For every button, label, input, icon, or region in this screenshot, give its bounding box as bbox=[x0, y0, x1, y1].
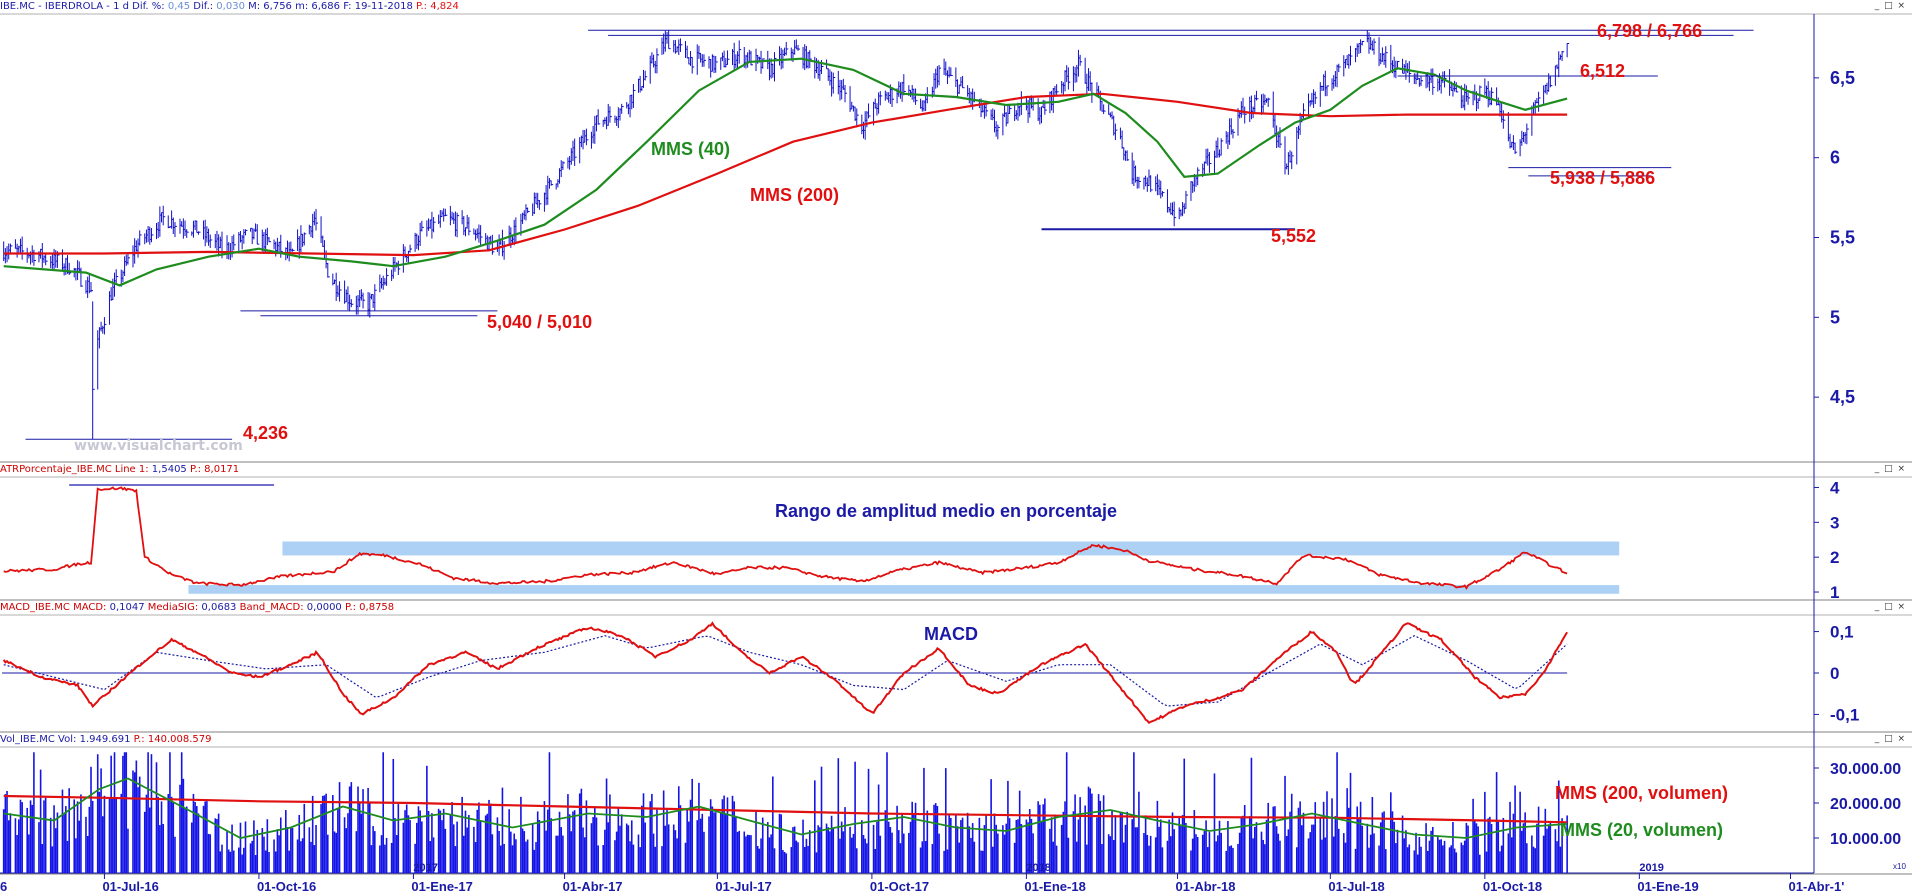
mms-40-line bbox=[3, 57, 1568, 287]
header-segment: 0,0683 bbox=[201, 602, 240, 613]
x-axis-corner-label: x10 bbox=[1893, 862, 1906, 871]
atr-line bbox=[3, 486, 1568, 590]
axes-layer: 4,5 5 5,5 6 6,5 1 2 3 4 0,1 0 -0,1 10.000.00 20.000.0… bbox=[0, 68, 1906, 892]
y-axis-tick-label: 5,5 bbox=[1830, 228, 1855, 248]
watermark: www.visualchart.com bbox=[74, 438, 243, 454]
header-segment: ATRPorcentaje_IBE.MC Line 1: bbox=[0, 464, 152, 475]
y-axis-tick-label: 6,5 bbox=[1830, 68, 1855, 88]
y-axis-tick-label: 2 bbox=[1830, 548, 1839, 567]
x-axis-tick-label: 01-Ene-17 bbox=[411, 879, 472, 892]
y-axis-tick-label: 1 bbox=[1830, 583, 1839, 602]
x-axis-tick-label: 01-Oct-17 bbox=[870, 879, 929, 892]
atr-panel: Rango de amplitud medio en porcentaje bbox=[3, 484, 1620, 594]
volume-mms-200-line bbox=[3, 794, 1568, 824]
atr-band bbox=[188, 585, 1620, 594]
header-segment: P.: 0,8758 bbox=[344, 602, 395, 613]
header-segment: IBE.MC - IBERDROLA - 1 d bbox=[0, 1, 133, 12]
header-segment: MediaSIG: bbox=[147, 602, 202, 613]
header-segment: P.: 4,824 bbox=[416, 1, 459, 12]
level-label: 6,798 / 6,766 bbox=[1597, 21, 1702, 41]
level-label: 5,938 / 5,886 bbox=[1550, 168, 1655, 188]
mms-40-label: MMS (40) bbox=[651, 139, 730, 159]
y-axis-tick-label: 20.000.00 bbox=[1830, 796, 1901, 813]
x-axis-tick-label: 01-Ene-19 bbox=[1637, 879, 1698, 892]
level-label: 6,512 bbox=[1580, 61, 1625, 81]
y-axis-tick-label: 0 bbox=[1830, 664, 1839, 683]
x-axis-tick-label: 01-Ene-18 bbox=[1024, 879, 1085, 892]
macd-panel-header: MACD_IBE.MC MACD: 0,1047 MediaSIG: 0,068… bbox=[0, 601, 394, 615]
level-label: 4,236 bbox=[243, 423, 288, 443]
price-bars bbox=[3, 29, 1570, 440]
y-axis-tick-label: 3 bbox=[1830, 513, 1839, 532]
y-axis-tick-label: 10.000.00 bbox=[1830, 831, 1901, 848]
header-segment: M: 6,756 m: 6,686 F: 19-11-2018 bbox=[248, 1, 417, 12]
x-axis-tick-label: 01-Jul-16 bbox=[102, 879, 158, 892]
x-axis-year-label: 2019 bbox=[1639, 862, 1663, 874]
atr-title: Rango de amplitud medio en porcentaje bbox=[775, 501, 1117, 521]
header-segment: Band_MACD: bbox=[239, 602, 307, 613]
header-segment: 0,030 bbox=[216, 1, 249, 12]
header-segment: MACD_IBE.MC MACD: bbox=[0, 602, 110, 613]
header-segment: Dif.: bbox=[193, 1, 217, 12]
volume-panel: MMS (200, volumen) MMS (20, volumen) bbox=[2, 752, 1728, 873]
x-axis-tick-label: 01-Abr-17 bbox=[563, 879, 623, 892]
y-axis-tick-label: 4 bbox=[1830, 478, 1840, 497]
macd-signal-line bbox=[3, 635, 1568, 707]
x-axis-tick-label: 01-Abr-18 bbox=[1176, 879, 1236, 892]
atr-panel-header: ATRPorcentaje_IBE.MC Line 1: 1,5405 P.: … bbox=[0, 463, 239, 477]
header-segment: 0,1047 bbox=[109, 602, 148, 613]
level-label: 5,040 / 5,010 bbox=[487, 312, 592, 332]
volume-mms-200-label: MMS (200, volumen) bbox=[1555, 783, 1728, 803]
volume-mms-20-label: MMS (20, volumen) bbox=[1560, 820, 1723, 840]
x-axis-year-label: 2017 bbox=[413, 862, 437, 874]
volume-bars bbox=[2, 752, 1568, 873]
x-axis-tick-label: 01-Oct-18 bbox=[1483, 879, 1542, 892]
x-axis-tick-label: 01-Oct-16 bbox=[257, 879, 316, 892]
y-axis-tick-label: 6 bbox=[1830, 148, 1840, 168]
header-segment: 1.949.691 bbox=[79, 734, 134, 745]
x-axis-tick-label: 01-Jul-18 bbox=[1328, 879, 1384, 892]
macd-title: MACD bbox=[924, 624, 978, 644]
header-segment: 1,5405 bbox=[151, 464, 190, 475]
y-axis-tick-label: 30.000.00 bbox=[1830, 761, 1901, 778]
price-window-controls[interactable]: _ □ × bbox=[1874, 1, 1906, 11]
volume-window-controls[interactable]: _ □ × bbox=[1874, 734, 1906, 744]
macd-line bbox=[2, 621, 1568, 724]
header-segment: P.: 8,0171 bbox=[189, 464, 240, 475]
y-axis-tick-label: 5 bbox=[1830, 307, 1840, 327]
y-axis-tick-label: -0,1 bbox=[1830, 705, 1859, 724]
volume-panel-header: Vol_IBE.MC Vol: 1.949.691 P.: 140.008.57… bbox=[0, 733, 211, 747]
header-segment: 0,0000 bbox=[306, 602, 345, 613]
volume-mms-20-line bbox=[3, 777, 1568, 839]
x-axis-year-label: 2018 bbox=[1026, 862, 1050, 874]
atr-window-controls[interactable]: _ □ × bbox=[1874, 464, 1906, 474]
price-panel: MMS (40) MMS (200) 6,798 / 6,766 6,512 5,938… bbox=[3, 21, 1754, 443]
header-segment: Dif. %: bbox=[132, 1, 168, 12]
header-segment: 0,45 bbox=[167, 1, 194, 12]
atr-band bbox=[282, 541, 1620, 556]
x-axis-clipped-label: 6 bbox=[0, 879, 7, 892]
y-axis-tick-label: 4,5 bbox=[1830, 387, 1855, 407]
x-axis-tick-label: 01-Jul-17 bbox=[715, 879, 771, 892]
macd-window-controls[interactable]: _ □ × bbox=[1874, 602, 1906, 612]
header-segment: P.: 140.008.579 bbox=[133, 734, 212, 745]
y-axis-tick-label: 0,1 bbox=[1830, 623, 1854, 642]
price-panel-header: IBE.MC - IBERDROLA - 1 d Dif. %: 0,45 Di… bbox=[0, 0, 459, 14]
mms-200-label: MMS (200) bbox=[750, 185, 839, 205]
header-segment: Vol_IBE.MC Vol: bbox=[0, 734, 80, 745]
macd-panel: MACD bbox=[2, 621, 1568, 724]
x-axis-tick-label: 01-Abr-1' bbox=[1788, 879, 1844, 892]
level-label: 5,552 bbox=[1271, 226, 1316, 246]
